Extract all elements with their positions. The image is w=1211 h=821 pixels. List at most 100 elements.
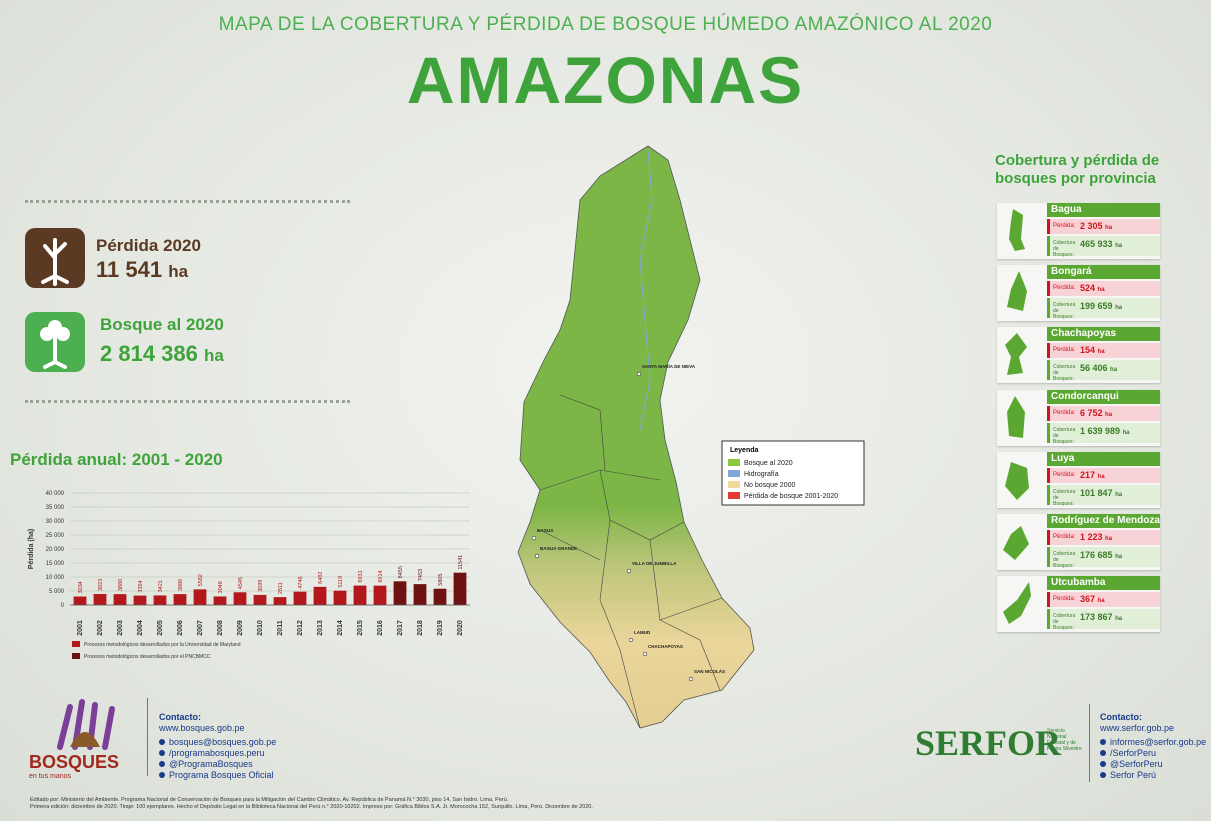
value-label: 4746: [298, 576, 304, 588]
x-tick-label: 2001: [77, 620, 84, 636]
x-tick-label: 2004: [137, 620, 144, 636]
map-legend-label: Hidrografía: [744, 471, 779, 478]
serfor-agency: Servicio Nacional Forestal y de Fauna Si…: [1047, 728, 1083, 752]
place-label: SAN NICOLÁS: [694, 668, 725, 674]
legend-label: Procesos metodológicos desarrollados por…: [84, 642, 241, 648]
contact-text: @SerforPeru: [1110, 759, 1163, 769]
contact-line: Serfor Perú: [1100, 770, 1206, 781]
value-label: 4545: [238, 577, 244, 589]
value-label: 3880: [118, 579, 124, 591]
value-label: 3599: [258, 580, 264, 592]
map-legend-swatch: [728, 481, 740, 488]
value-label: 5582: [198, 574, 204, 586]
contact-icon: [1100, 750, 1106, 756]
contact-web: www.bosques.gob.pe: [159, 723, 245, 733]
poster: MAPA DE LA COBERTURA Y PÉRDIDA DE BOSQUE…: [0, 0, 1211, 821]
place-marker: [627, 569, 631, 573]
map-legend-label: Pérdida de bosque 2001-2020: [744, 493, 838, 500]
contact-icon: [159, 772, 165, 778]
value-label: 3034: [78, 581, 84, 593]
legend-swatch: [72, 641, 80, 647]
x-tick-label: 2009: [237, 620, 244, 636]
x-tick-label: 2020: [457, 620, 464, 636]
bar: [114, 594, 127, 605]
place-label: VILLA DE JUMBILLA: [632, 561, 677, 566]
legal-line: Editado por: Ministerio del Ambiente. Pr…: [30, 797, 593, 804]
bar: [194, 589, 207, 605]
contact-title: Contacto:: [159, 712, 201, 722]
value-label: 3354: [138, 580, 144, 592]
bosques-wordmark: BOSQUES: [29, 752, 119, 773]
bar: [354, 586, 367, 605]
bar: [154, 595, 167, 605]
map-legend-title: Leyenda: [730, 447, 759, 454]
legend-label: Procesos metodológicos desarrollados por…: [84, 654, 211, 660]
x-tick-label: 2003: [117, 620, 124, 636]
x-tick-label: 2019: [437, 620, 444, 636]
bar: [454, 573, 467, 605]
contact-line: /programabosques.peru: [159, 748, 276, 759]
contact-text: bosques@bosques.gob.pe: [169, 737, 276, 747]
x-tick-label: 2016: [377, 620, 384, 636]
bar: [94, 594, 107, 605]
x-tick-label: 2017: [397, 620, 404, 636]
value-label: 7453: [418, 569, 424, 581]
y-tick-label: 35 000: [46, 505, 65, 511]
place-label: SANTA MARÍA DE NIEVA: [642, 362, 696, 369]
value-label: 2811: [278, 582, 284, 594]
contact-icon: [1100, 772, 1106, 778]
place-marker: [637, 372, 641, 376]
value-label: 5805: [438, 573, 444, 585]
amazonas-map: [518, 146, 754, 728]
place-marker: [535, 554, 539, 558]
map-legend-swatch: [728, 492, 740, 499]
contact-line: @ProgramaBosques: [159, 759, 276, 770]
legal-notice: Editado por: Ministerio del Ambiente. Pr…: [30, 797, 593, 811]
contact-text: /SerforPeru: [1110, 748, 1156, 758]
place-label: LAMUD: [634, 630, 651, 635]
bar: [234, 592, 247, 605]
bar: [134, 596, 147, 605]
y-axis-label: Pérdida (ha): [28, 529, 35, 569]
value-label: 3923: [98, 579, 104, 591]
legend-swatch: [72, 653, 80, 659]
y-tick-label: 15 000: [46, 561, 65, 567]
bar: [254, 595, 267, 605]
contact-icon: [1100, 739, 1106, 745]
value-label: 5119: [338, 576, 344, 588]
hands-logo: [50, 697, 120, 752]
place-label: BAGUA GRANDE: [540, 546, 577, 551]
contact-web: www.serfor.gob.pe: [1100, 723, 1174, 733]
contact-line: Programa Bosques Oficial: [159, 770, 276, 781]
separator: [147, 698, 148, 776]
place-label: CHACHAPOYAS: [648, 644, 683, 649]
value-label: 3048: [218, 581, 224, 593]
bosques-logo: [50, 697, 120, 757]
contact-line: informes@serfor.gob.pe: [1100, 737, 1206, 748]
map-legend-label: No bosque 2000: [744, 482, 795, 489]
contact-icon: [159, 761, 165, 767]
y-tick-label: 5 000: [49, 589, 65, 595]
x-tick-label: 2013: [317, 620, 324, 636]
contact-icon: [159, 750, 165, 756]
place-marker: [689, 677, 693, 681]
value-label: 6931: [358, 570, 364, 582]
value-label: 6914: [378, 570, 384, 582]
contact-title: Contacto:: [1100, 712, 1142, 722]
x-tick-label: 2010: [257, 620, 264, 636]
y-tick-label: 10 000: [46, 575, 65, 581]
serfor-contact: Contacto: www.serfor.gob.pe informes@ser…: [1100, 712, 1206, 781]
bosques-tagline: en tus manos: [29, 773, 71, 780]
value-label: 3421: [158, 580, 164, 592]
bar: [174, 594, 187, 605]
contact-text: Programa Bosques Oficial: [169, 770, 274, 780]
x-tick-label: 2007: [197, 620, 204, 636]
contact-line: @SerforPeru: [1100, 759, 1206, 770]
y-tick-label: 20 000: [46, 547, 65, 553]
x-tick-label: 2012: [297, 620, 304, 636]
bar: [74, 597, 87, 605]
serfor-wordmark: SERFOR: [915, 722, 1061, 764]
x-tick-label: 2014: [337, 620, 344, 636]
contact-icon: [159, 739, 165, 745]
contact-text: informes@serfor.gob.pe: [1110, 737, 1206, 747]
